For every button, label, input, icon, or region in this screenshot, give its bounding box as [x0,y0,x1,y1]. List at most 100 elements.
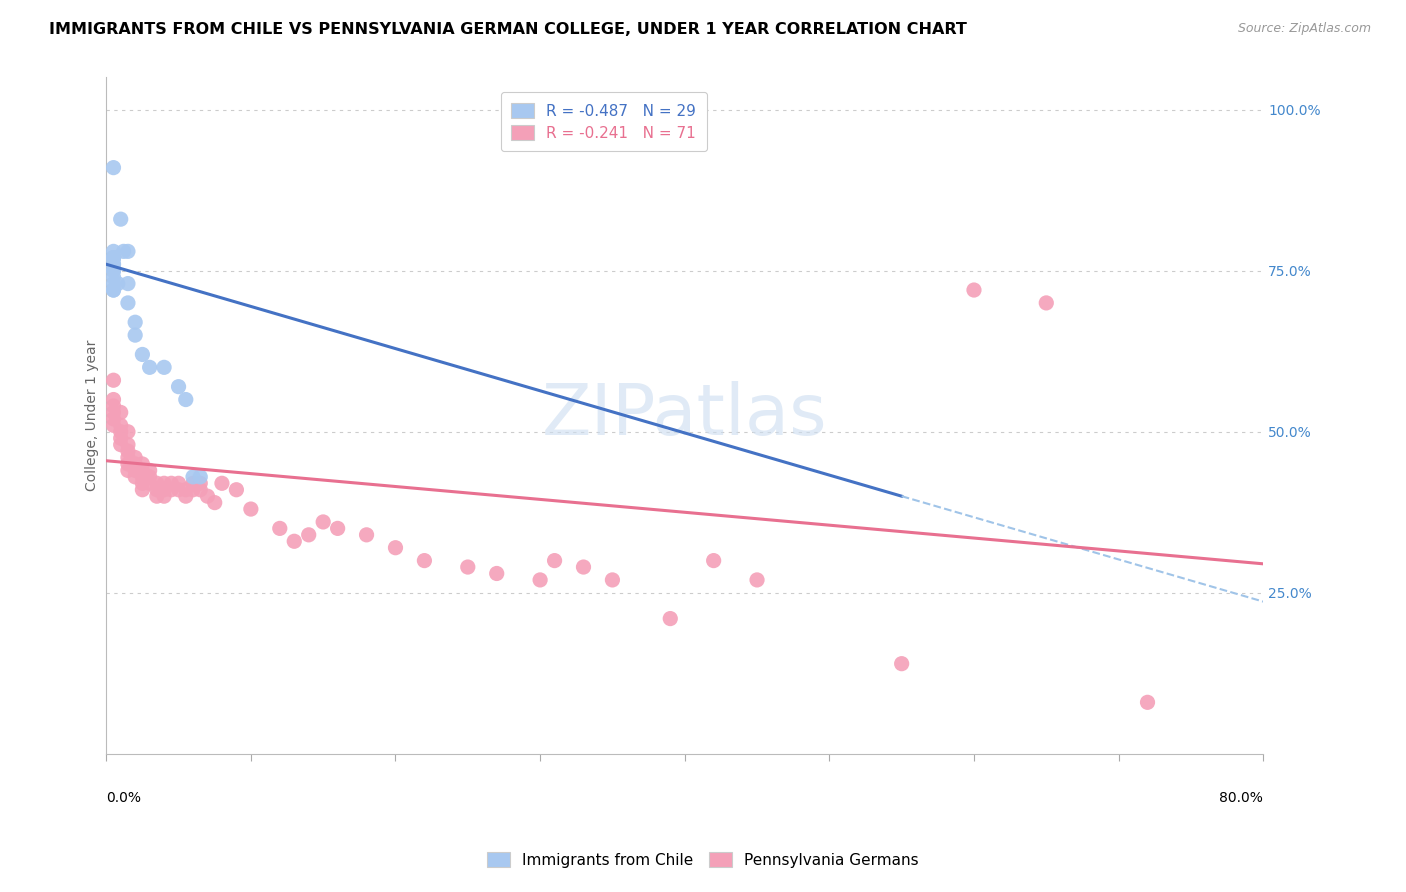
Point [703,553,725,567]
Point [124,470,146,484]
Point [117,450,139,465]
Point [153,489,176,503]
Point [138,470,160,484]
Point [326,521,349,535]
Point [112,244,135,259]
Point [963,283,986,297]
Point [103,257,125,271]
Legend: Immigrants from Chile, Pennsylvania Germans: Immigrants from Chile, Pennsylvania Germ… [481,846,925,873]
Legend: R = -0.487   N = 29, R = -0.241   N = 71: R = -0.487 N = 29, R = -0.241 N = 71 [501,92,707,152]
Point [124,328,146,343]
Point [103,412,125,426]
Point [117,457,139,471]
Point [103,373,125,387]
Point [117,244,139,259]
Point [103,418,125,433]
Point [110,437,132,451]
Point [167,483,190,497]
Point [188,483,211,497]
Point [117,444,139,458]
Point [110,405,132,419]
Point [131,483,153,497]
Point [103,283,125,297]
Point [188,476,211,491]
Point [160,483,183,497]
Text: 80.0%: 80.0% [1219,791,1263,805]
Point [572,560,595,574]
Point [283,534,305,549]
Point [174,483,197,497]
Point [298,528,321,542]
Point [160,476,183,491]
Point [107,277,129,291]
Point [110,212,132,227]
Point [131,463,153,477]
Point [103,283,125,297]
Point [103,399,125,413]
Point [124,315,146,329]
Point [117,277,139,291]
Point [356,528,378,542]
Point [269,521,291,535]
Point [103,251,125,265]
Point [745,573,768,587]
Point [146,483,169,497]
Text: IMMIGRANTS FROM CHILE VS PENNSYLVANIA GERMAN COLLEGE, UNDER 1 YEAR CORRELATION C: IMMIGRANTS FROM CHILE VS PENNSYLVANIA GE… [49,22,967,37]
Point [384,541,406,555]
Point [529,573,551,587]
Point [131,457,153,471]
Point [103,251,125,265]
Point [239,502,262,516]
Point [153,360,176,375]
Point [117,437,139,451]
Point [131,470,153,484]
Point [174,489,197,503]
Point [659,611,682,625]
Point [485,566,508,581]
Point [543,553,565,567]
Point [117,463,139,477]
Point [457,560,479,574]
Point [146,476,169,491]
Point [167,379,190,393]
Point [138,476,160,491]
Point [167,476,190,491]
Point [153,476,176,491]
Point [103,161,125,175]
Point [1035,296,1057,310]
Point [204,495,226,509]
Point [103,263,125,277]
Point [103,277,125,291]
Point [103,251,125,265]
Text: 0.0%: 0.0% [107,791,141,805]
Point [146,489,169,503]
Point [225,483,247,497]
Point [103,251,125,265]
Point [124,463,146,477]
Point [138,463,160,477]
Point [117,296,139,310]
Point [103,405,125,419]
Point [188,470,211,484]
Point [413,553,436,567]
Text: Source: ZipAtlas.com: Source: ZipAtlas.com [1237,22,1371,36]
Point [181,470,204,484]
Point [103,392,125,407]
Point [181,483,204,497]
Point [110,418,132,433]
Point [110,425,132,439]
Point [103,270,125,285]
Point [211,476,233,491]
Point [312,515,335,529]
Point [124,457,146,471]
Point [181,476,204,491]
Point [153,483,176,497]
Point [131,347,153,361]
Point [890,657,912,671]
Point [197,489,219,503]
Y-axis label: College, Under 1 year: College, Under 1 year [86,340,100,491]
Text: ZIPatlas: ZIPatlas [541,381,828,450]
Point [138,360,160,375]
Point [131,476,153,491]
Point [103,257,125,271]
